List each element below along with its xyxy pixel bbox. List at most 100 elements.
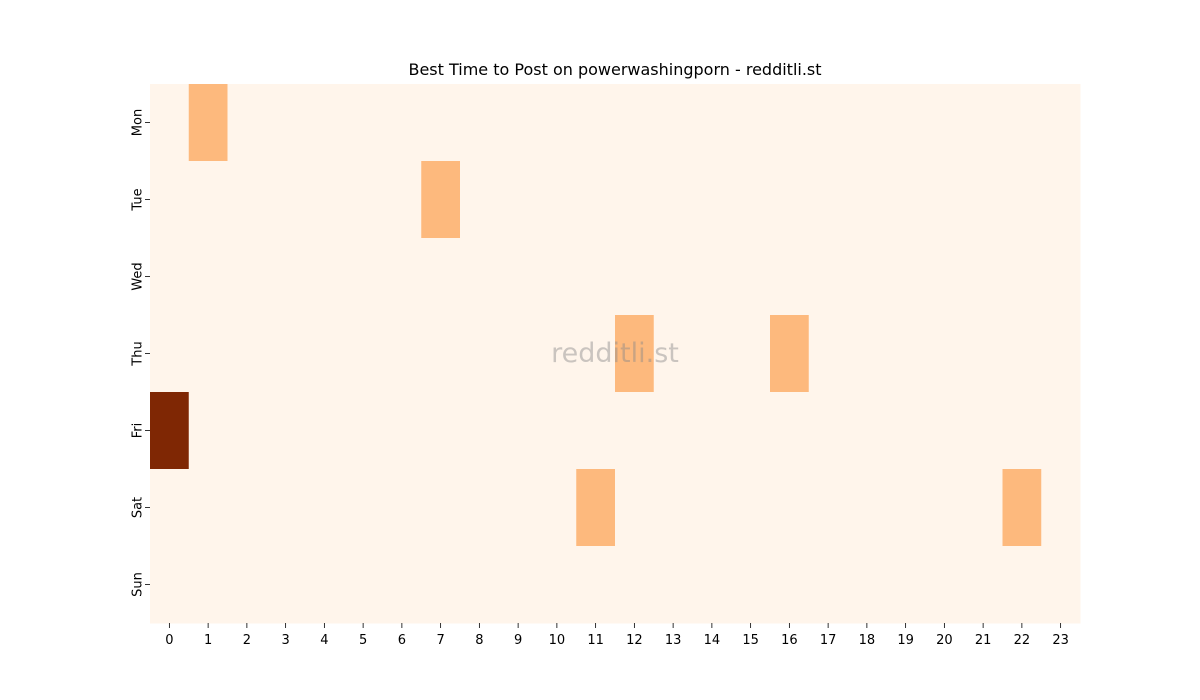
heatmap-cell-sat-20 [925, 469, 965, 547]
heatmap-cell-thu-4 [305, 315, 345, 393]
heatmap-cell-wed-8 [460, 238, 500, 316]
heatmap-cell-tue-14 [692, 161, 732, 239]
heatmap-cell-sat-11 [576, 469, 616, 547]
heatmap-cell-wed-3 [266, 238, 306, 316]
heatmap-cell-sun-20 [925, 546, 965, 624]
y-tick-label: Sat [131, 497, 146, 518]
heatmap-cell-tue-12 [615, 161, 655, 239]
heatmap-cell-sun-4 [305, 546, 345, 624]
heatmap-cell-fri-8 [460, 392, 500, 470]
heatmap-cell-fri-21 [963, 392, 1003, 470]
x-tick-label: 20 [936, 633, 953, 648]
heatmap-cell-sat-16 [770, 469, 810, 547]
heatmap-cell-wed-10 [537, 238, 577, 316]
heatmap-cell-tue-2 [227, 161, 267, 239]
heatmap-cell-thu-11 [576, 315, 616, 393]
x-tick-label: 13 [665, 633, 682, 648]
heatmap-cell-sat-21 [963, 469, 1003, 547]
heatmap-cell-tue-1 [188, 161, 228, 239]
heatmap-cell-tue-3 [266, 161, 306, 239]
heatmap-cell-thu-15 [731, 315, 771, 393]
heatmap-cell-fri-16 [770, 392, 810, 470]
x-tick-label: 4 [320, 633, 328, 648]
heatmap-cell-thu-19 [886, 315, 926, 393]
heatmap-cell-wed-14 [692, 238, 732, 316]
heatmap-cell-sun-6 [382, 546, 422, 624]
heatmap-cell-tue-8 [460, 161, 500, 239]
heatmap-cell-mon-9 [498, 84, 538, 162]
heatmap-cell-sun-10 [537, 546, 577, 624]
heatmap-cell-fri-22 [1002, 392, 1042, 470]
heatmap-cell-tue-20 [925, 161, 965, 239]
x-tick-label: 22 [1014, 633, 1031, 648]
x-tick-label: 10 [549, 633, 566, 648]
heatmap-cell-thu-21 [963, 315, 1003, 393]
heatmap-cell-mon-2 [227, 84, 267, 162]
x-tick-label: 2 [243, 633, 251, 648]
heatmap-cell-mon-14 [692, 84, 732, 162]
heatmap-cell-sun-12 [615, 546, 655, 624]
x-tick-label: 9 [514, 633, 522, 648]
heatmap-cell-mon-5 [343, 84, 383, 162]
heatmap-cell-wed-11 [576, 238, 616, 316]
heatmap-cell-thu-14 [692, 315, 732, 393]
heatmap-cell-wed-22 [1002, 238, 1042, 316]
heatmap-cell-wed-9 [498, 238, 538, 316]
heatmap-cells [150, 84, 1081, 624]
x-tick-label: 23 [1052, 633, 1069, 648]
heatmap-cell-tue-23 [1041, 161, 1081, 239]
x-tick-label: 8 [475, 633, 483, 648]
heatmap-cell-sun-7 [421, 546, 461, 624]
heatmap-cell-thu-16 [770, 315, 810, 393]
heatmap-cell-wed-13 [653, 238, 693, 316]
heatmap-cell-thu-1 [188, 315, 228, 393]
heatmap-cell-sun-5 [343, 546, 383, 624]
heatmap-cell-fri-12 [615, 392, 655, 470]
heatmap-cell-sat-0 [150, 469, 190, 547]
y-tick-label: Thu [131, 341, 146, 366]
heatmap-cell-tue-7 [421, 161, 461, 239]
heatmap-cell-wed-19 [886, 238, 926, 316]
heatmap-cell-wed-18 [847, 238, 887, 316]
heatmap-cell-wed-7 [421, 238, 461, 316]
heatmap-cell-sat-7 [421, 469, 461, 547]
heatmap-cell-sat-19 [886, 469, 926, 547]
heatmap-cell-mon-1 [188, 84, 228, 162]
heatmap-cell-tue-15 [731, 161, 771, 239]
heatmap-cell-fri-14 [692, 392, 732, 470]
heatmap-cell-fri-10 [537, 392, 577, 470]
heatmap-cell-tue-0 [150, 161, 190, 239]
heatmap-cell-tue-19 [886, 161, 926, 239]
heatmap-cell-fri-6 [382, 392, 422, 470]
heatmap-cell-thu-12 [615, 315, 655, 393]
heatmap-cell-tue-13 [653, 161, 693, 239]
heatmap-cell-thu-20 [925, 315, 965, 393]
x-tick-label: 21 [975, 633, 992, 648]
heatmap-cell-fri-2 [227, 392, 267, 470]
heatmap-cell-sat-1 [188, 469, 228, 547]
heatmap-cell-tue-4 [305, 161, 345, 239]
heatmap-cell-sat-10 [537, 469, 577, 547]
heatmap-cell-fri-17 [808, 392, 848, 470]
heatmap-cell-sat-18 [847, 469, 887, 547]
x-tick-label: 14 [704, 633, 721, 648]
heatmap-cell-sat-13 [653, 469, 693, 547]
heatmap-cell-thu-5 [343, 315, 383, 393]
heatmap-cell-sat-22 [1002, 469, 1042, 547]
x-tick-label: 11 [587, 633, 604, 648]
heatmap-cell-wed-4 [305, 238, 345, 316]
heatmap-cell-mon-21 [963, 84, 1003, 162]
heatmap-cell-wed-2 [227, 238, 267, 316]
heatmap-cell-thu-13 [653, 315, 693, 393]
y-tick-label: Sun [131, 572, 146, 597]
heatmap-cell-sat-9 [498, 469, 538, 547]
heatmap-cell-sat-14 [692, 469, 732, 547]
x-tick-label: 7 [436, 633, 444, 648]
heatmap-cell-sun-2 [227, 546, 267, 624]
heatmap-cell-thu-8 [460, 315, 500, 393]
heatmap-cell-sun-23 [1041, 546, 1081, 624]
heatmap-cell-thu-18 [847, 315, 887, 393]
heatmap-cell-thu-10 [537, 315, 577, 393]
heatmap-cell-wed-17 [808, 238, 848, 316]
heatmap-cell-wed-12 [615, 238, 655, 316]
